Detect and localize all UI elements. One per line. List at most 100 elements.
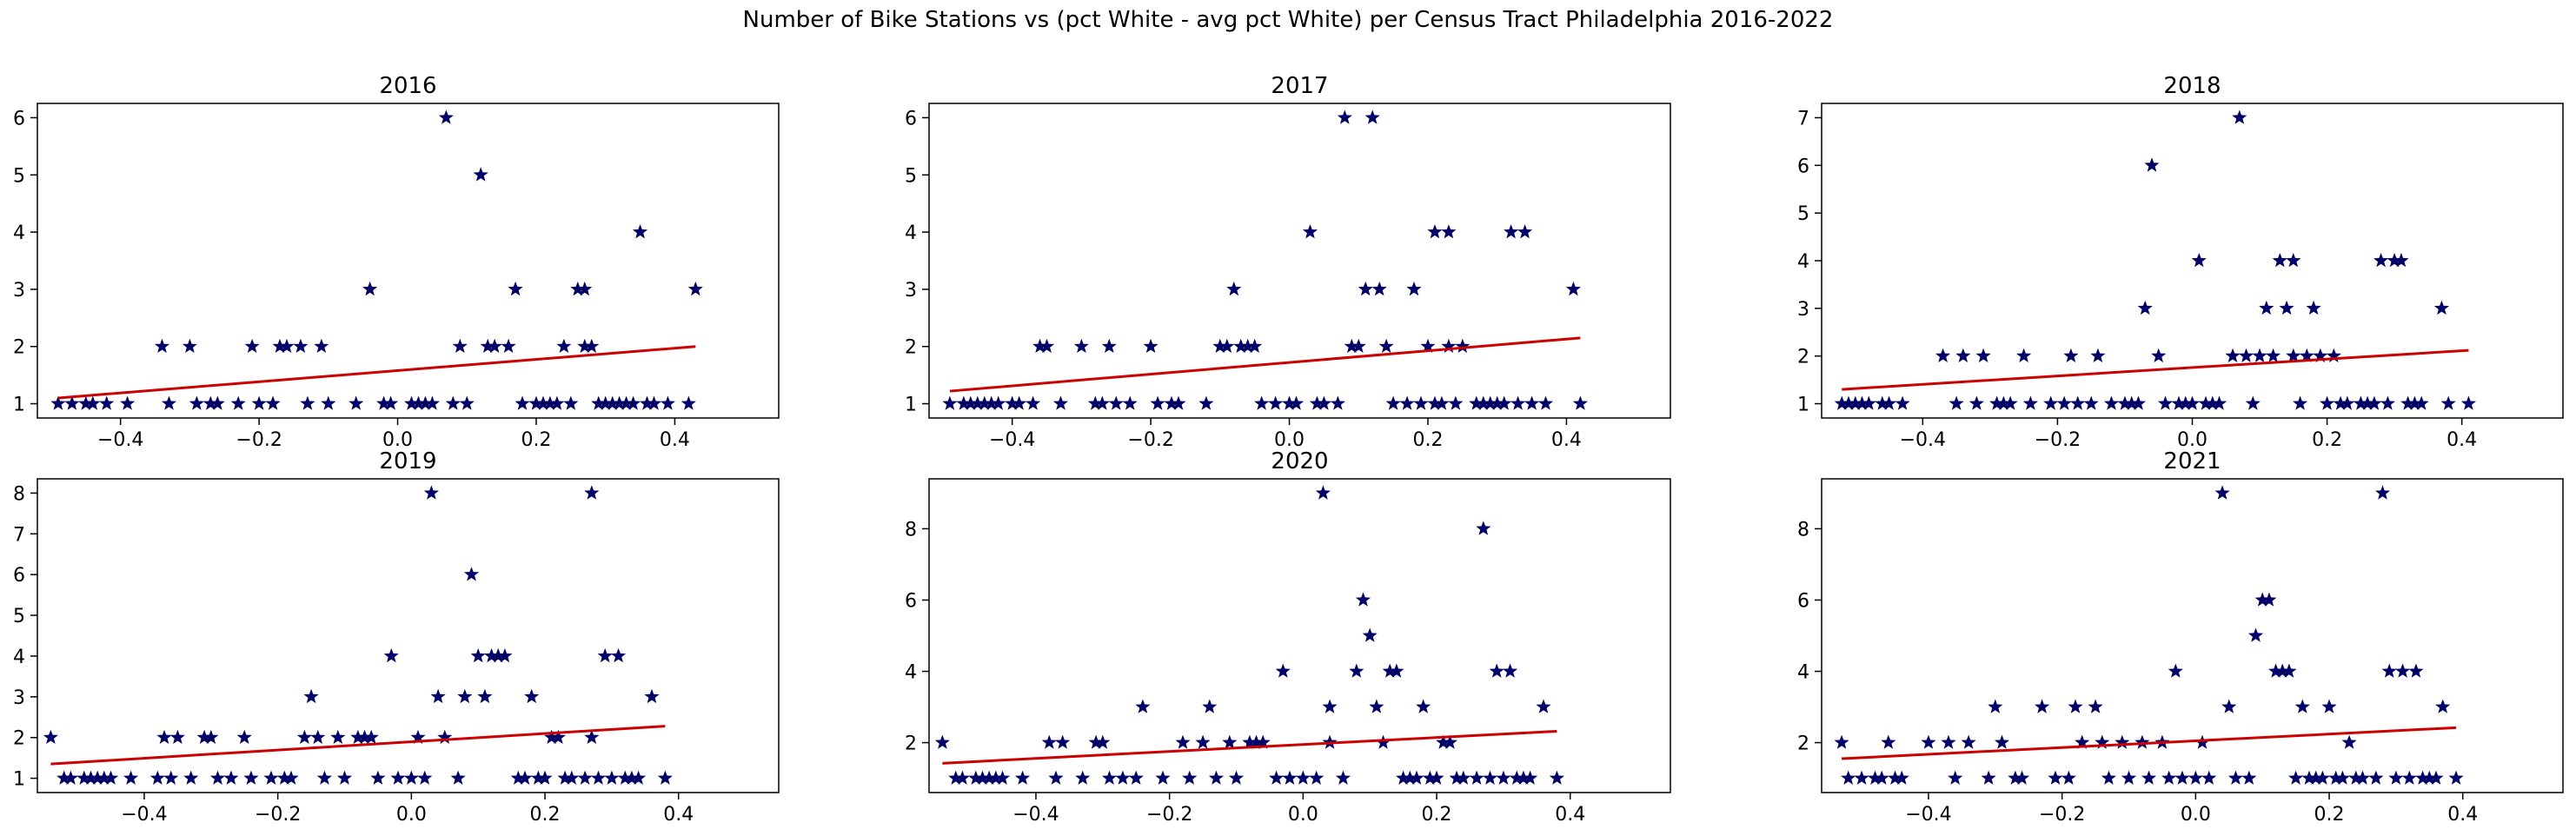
data-point <box>202 395 218 410</box>
data-point <box>963 395 979 410</box>
fit-line <box>942 729 1557 765</box>
data-point <box>644 688 660 704</box>
data-point <box>2061 770 2076 785</box>
axes-frame <box>1821 103 2564 419</box>
data-point <box>631 770 647 785</box>
data-point <box>154 338 170 353</box>
data-point <box>564 770 580 785</box>
data-point <box>1233 338 1249 353</box>
data-point <box>2134 734 2150 749</box>
data-point <box>1015 770 1031 785</box>
data-point <box>362 281 378 296</box>
data-point <box>1882 395 1897 410</box>
data-point <box>63 770 78 785</box>
data-point <box>2124 395 2140 410</box>
x-tick-label: −0.4 <box>1900 429 1946 451</box>
data-point <box>383 647 399 663</box>
data-point <box>463 567 480 581</box>
data-point <box>956 395 972 410</box>
data-point <box>2374 253 2389 268</box>
data-point <box>1497 395 1512 410</box>
subplot-title: 2020 <box>1271 448 1328 474</box>
data-point <box>968 770 984 785</box>
data-point <box>363 729 379 744</box>
data-point <box>480 338 495 353</box>
fit-line <box>949 336 1581 393</box>
data-point <box>310 729 326 744</box>
data-point <box>236 729 252 744</box>
data-point <box>490 647 506 663</box>
data-point <box>1441 224 1457 239</box>
data-point <box>437 729 453 744</box>
x-tick-label: −0.2 <box>255 804 301 826</box>
data-point <box>604 770 620 785</box>
data-point <box>1349 663 1364 678</box>
x-tick-label: 0.4 <box>660 429 690 451</box>
data-point <box>417 395 433 410</box>
data-point <box>2090 348 2106 362</box>
fit-line <box>1842 348 2469 391</box>
data-point <box>2435 699 2451 713</box>
x-tick-label: 0.2 <box>2314 804 2345 826</box>
data-point <box>2381 663 2397 678</box>
data-point <box>1524 395 1540 410</box>
data-point <box>2075 734 2090 749</box>
data-point <box>2460 395 2476 410</box>
data-point <box>1032 338 1048 353</box>
y-tick-label: 2 <box>13 728 25 750</box>
y-tick-label: 5 <box>13 606 25 627</box>
data-point <box>283 770 299 785</box>
data-point <box>508 281 523 296</box>
data-point <box>1504 224 1519 239</box>
data-point <box>209 395 225 410</box>
y-tick-label: 2 <box>905 733 917 755</box>
data-point <box>2288 770 2304 785</box>
data-point <box>1351 338 1366 353</box>
data-point <box>1095 734 1111 749</box>
data-point <box>383 395 399 410</box>
data-point <box>2393 253 2409 268</box>
data-point <box>2360 395 2375 410</box>
data-point <box>1150 395 1165 410</box>
data-point <box>1330 395 1345 410</box>
data-point <box>2227 770 2243 785</box>
data-point <box>276 770 292 785</box>
axes-frame <box>928 103 1671 419</box>
data-point <box>1344 338 1359 353</box>
data-point <box>1436 734 1451 749</box>
data-point <box>1895 395 1910 410</box>
data-point <box>1995 395 2011 410</box>
data-point <box>357 729 373 744</box>
data-point <box>1275 663 1291 678</box>
data-point <box>1254 395 1270 410</box>
data-point <box>1449 770 1464 785</box>
data-point <box>570 281 586 296</box>
x-tick-label: 0.2 <box>2312 429 2342 451</box>
data-point <box>1242 734 1258 749</box>
data-point <box>189 395 204 410</box>
data-point <box>2314 770 2330 785</box>
y-tick-label: 5 <box>13 165 25 187</box>
data-point <box>330 729 346 744</box>
x-tick-label: 0.0 <box>2177 429 2208 451</box>
fit-line <box>50 725 666 766</box>
data-point <box>2333 395 2348 410</box>
data-point <box>2245 395 2261 410</box>
data-point <box>611 647 627 663</box>
data-point <box>2212 395 2227 410</box>
data-point <box>1202 699 1218 713</box>
data-point <box>96 770 112 785</box>
subplot-2021: 2021 −0.4 −0.2 0.0 0.2 0.4 2 4 6 8 <box>1797 448 2564 826</box>
data-point <box>1469 395 1484 410</box>
data-point <box>2415 770 2431 785</box>
data-point <box>2421 770 2437 785</box>
data-point <box>1565 281 1581 296</box>
y-tick-label: 7 <box>13 524 25 546</box>
data-point <box>1164 395 1179 410</box>
y-tick-label: 4 <box>13 647 25 668</box>
data-point <box>2178 395 2194 410</box>
data-point <box>452 338 468 353</box>
data-point <box>1041 734 1057 749</box>
y-tick-label: 1 <box>1797 395 1809 416</box>
